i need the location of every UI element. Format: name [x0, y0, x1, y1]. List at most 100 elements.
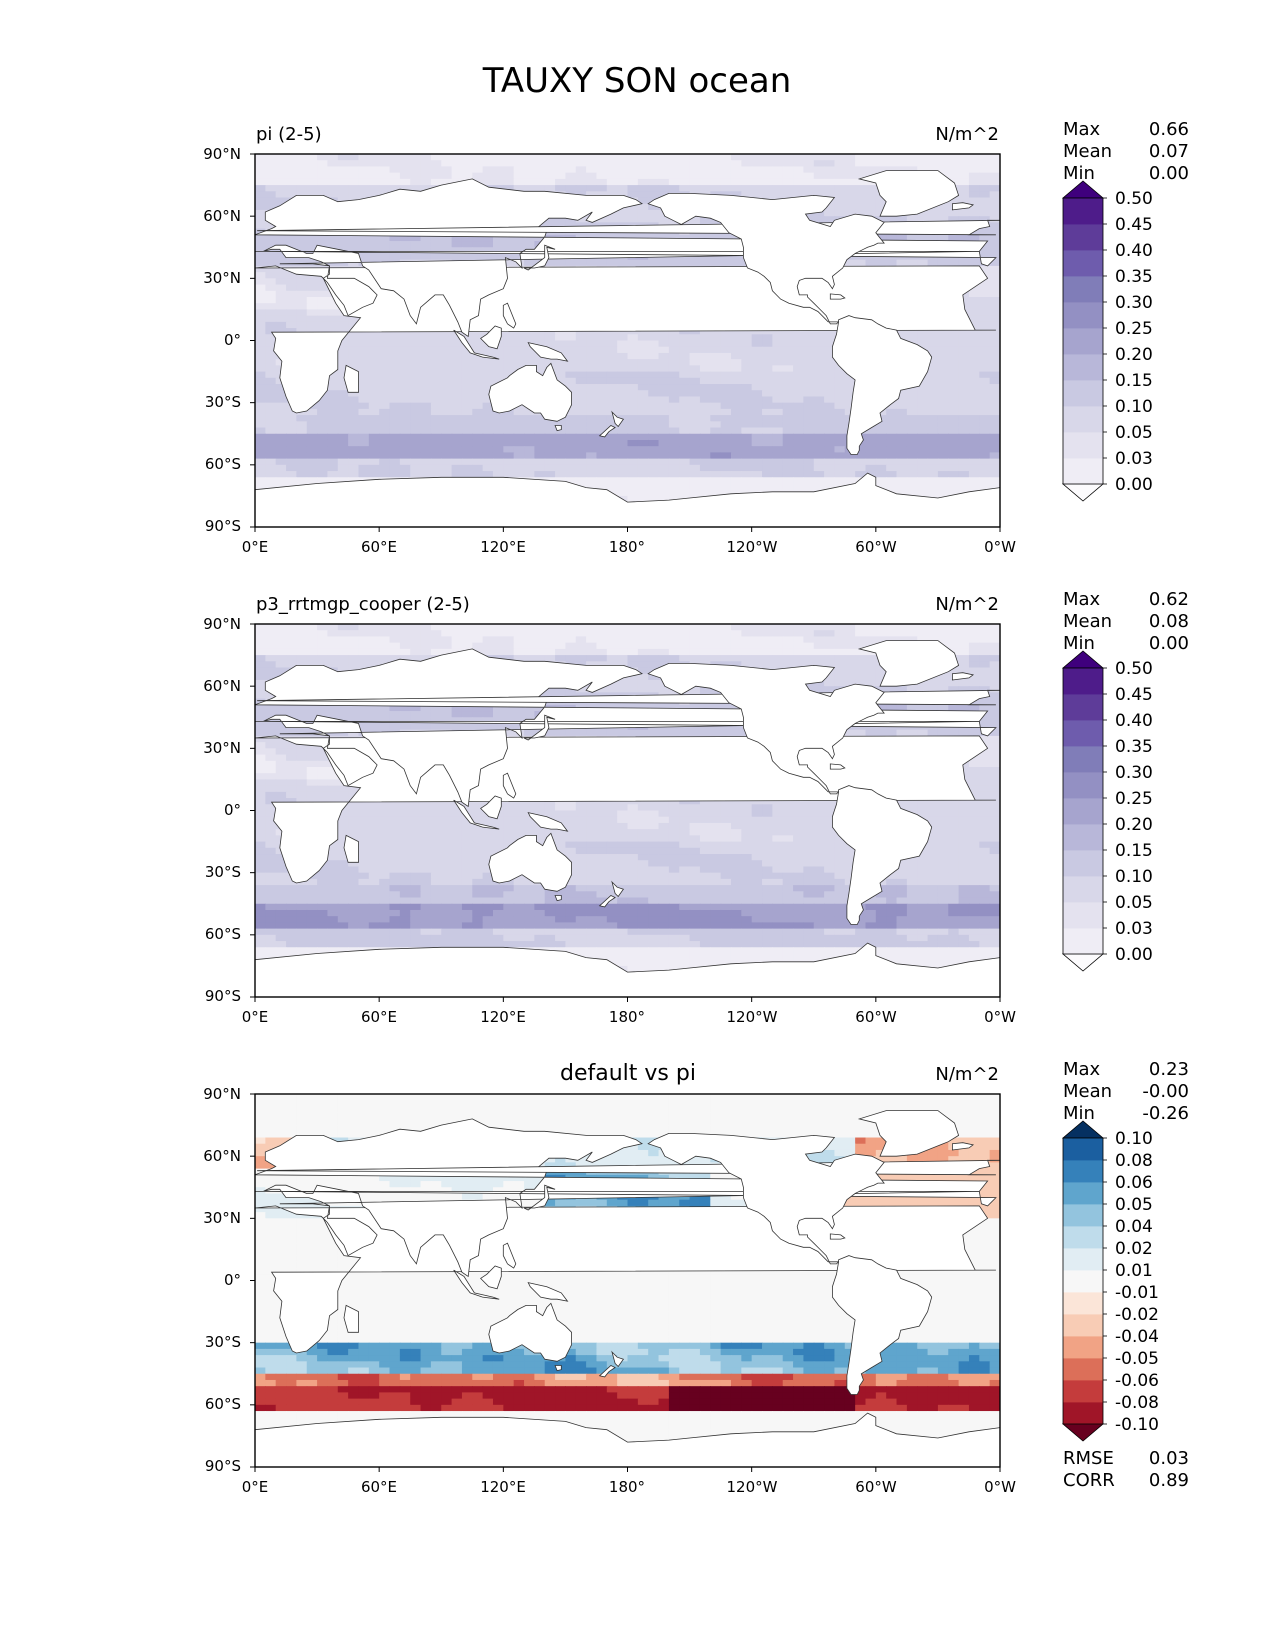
- colorbar-tick-label: 0.10: [1115, 397, 1153, 417]
- field-cell: [958, 346, 970, 354]
- field-cell: [855, 667, 867, 675]
- field-cell: [720, 624, 732, 631]
- field-cell: [865, 178, 877, 186]
- field-cell: [461, 377, 473, 385]
- colorbar-tick-label: 0.45: [1115, 215, 1153, 235]
- field-cell: [793, 377, 805, 385]
- field-cell: [979, 321, 991, 329]
- field-cell: [296, 458, 308, 466]
- field-cell: [937, 636, 949, 644]
- field-cell: [275, 471, 287, 478]
- field-cell: [979, 178, 991, 186]
- field-cell: [617, 471, 629, 478]
- field-cell: [306, 439, 318, 447]
- field-cell: [968, 346, 980, 354]
- field-cell: [596, 427, 608, 435]
- field-cell: [803, 166, 815, 174]
- field-cell: [461, 458, 473, 466]
- field-cell: [513, 655, 525, 662]
- field-cell: [741, 160, 753, 168]
- field-cell: [710, 655, 722, 662]
- field-cell: [648, 415, 660, 422]
- field-cell: [648, 203, 660, 211]
- field-cell: [348, 247, 360, 255]
- field-cell: [637, 377, 649, 385]
- field-cell: [265, 185, 277, 192]
- field-cell: [979, 396, 991, 404]
- field-cell: [979, 371, 991, 379]
- field-cell: [968, 172, 980, 180]
- field-cell: [741, 452, 753, 460]
- field-cell: [855, 471, 867, 478]
- field-cell: [782, 464, 794, 472]
- field-cell: [668, 452, 680, 460]
- field-cell: [368, 458, 380, 466]
- field-cell: [451, 458, 463, 466]
- field-cell: [420, 458, 432, 466]
- field-cell: [596, 259, 608, 267]
- field-cell: [886, 471, 898, 478]
- field-cell: [472, 446, 484, 453]
- field-cell: [813, 439, 825, 447]
- field-cell: [699, 415, 711, 422]
- field-cell: [368, 402, 380, 410]
- field-cell: [317, 458, 329, 466]
- field-cell: [751, 483, 763, 491]
- field-cell: [958, 334, 970, 342]
- field-cell: [679, 477, 691, 485]
- field-cell: [927, 352, 939, 360]
- field-cell: [793, 433, 805, 441]
- field-cell: [896, 328, 908, 335]
- field-cell: [513, 253, 525, 261]
- field-cell: [948, 458, 960, 466]
- field-cell: [637, 489, 649, 497]
- field-cell: [689, 253, 701, 261]
- field-cell: [586, 185, 598, 192]
- field-cell: [379, 464, 391, 472]
- field-cell: [886, 630, 898, 638]
- field-cell: [865, 197, 877, 205]
- field-cell: [606, 359, 618, 366]
- field-cell: [617, 477, 629, 485]
- field-cell: [430, 471, 442, 478]
- field-cell: [410, 464, 422, 472]
- field-cell: [958, 477, 970, 485]
- field-cell: [875, 427, 887, 435]
- field-cell: [586, 346, 598, 354]
- field-cell: [648, 359, 660, 366]
- field-cell: [730, 477, 742, 485]
- field-cell: [544, 259, 556, 267]
- field-cell: [565, 384, 577, 391]
- field-cell: [358, 655, 370, 662]
- field-cell: [317, 642, 329, 650]
- field-cell: [617, 446, 629, 453]
- field-cell: [772, 439, 784, 447]
- field-cell: [596, 661, 608, 669]
- field-cell: [534, 655, 546, 662]
- field-cell: [368, 427, 380, 435]
- field-cell: [472, 377, 484, 385]
- field-cell: [596, 172, 608, 180]
- field-cell: [306, 408, 318, 416]
- field-cell: [472, 241, 484, 248]
- field-cell: [668, 471, 680, 478]
- field-cell: [834, 172, 846, 180]
- field-cell: [865, 433, 877, 441]
- field-cell: [762, 624, 773, 631]
- field-cell: [503, 408, 515, 416]
- field-cell: [430, 630, 442, 638]
- field-cell: [689, 396, 701, 404]
- field-cell: [679, 365, 691, 373]
- field-cell: [389, 334, 401, 342]
- field-cell: [813, 408, 825, 416]
- field-cell: [741, 154, 753, 161]
- field-cell: [906, 427, 918, 435]
- field-cell: [896, 166, 908, 174]
- field-cell: [968, 290, 980, 298]
- field-cell: [958, 464, 970, 472]
- landmass: [343, 364, 359, 393]
- field-cell: [617, 172, 629, 180]
- field-cell: [255, 377, 266, 385]
- field-cell: [648, 636, 660, 644]
- field-cell: [627, 630, 639, 638]
